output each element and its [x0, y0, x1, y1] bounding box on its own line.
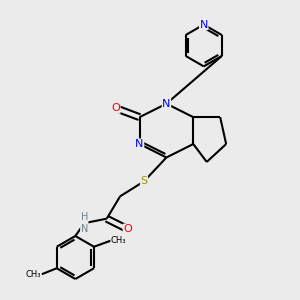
- Text: CH₃: CH₃: [26, 270, 41, 279]
- Text: N: N: [162, 99, 171, 109]
- Text: CH₃: CH₃: [111, 236, 127, 245]
- Text: N: N: [200, 20, 208, 30]
- Text: S: S: [140, 176, 148, 186]
- Text: O: O: [123, 224, 132, 234]
- Text: H
N: H N: [81, 212, 88, 234]
- Text: O: O: [111, 103, 120, 113]
- Text: N: N: [135, 139, 144, 149]
